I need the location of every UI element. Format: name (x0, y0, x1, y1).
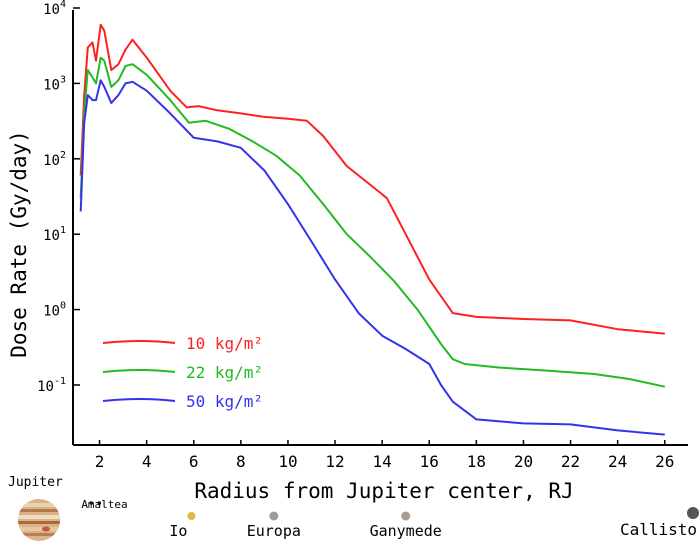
x-tick-label: 2 (95, 452, 105, 471)
moon-dot-europa (269, 511, 279, 521)
moon-dot-io (187, 512, 196, 520)
jupiter-image (18, 499, 60, 541)
x-tick-label: 20 (514, 452, 533, 471)
series-line-2 (79, 56, 666, 388)
moons-panel: Jupiter Amaltea Io Europa Ganymede Callisto (8, 475, 699, 541)
legend: 10 kg/m² 22 kg/m² 50 kg/m² (102, 334, 263, 411)
moon-label-europa: Europa (247, 522, 301, 540)
x-tick-label: 6 (189, 452, 199, 471)
x-tick-label: 12 (325, 452, 344, 471)
y-tick-label: 101 (43, 225, 66, 244)
axes (72, 10, 688, 446)
x-tick-label: 16 (420, 452, 439, 471)
moon-label-callisto: Callisto (620, 520, 697, 539)
x-tick-label: 18 (467, 452, 486, 471)
legend-swatch-3 (102, 398, 176, 402)
y-tick-label: 103 (43, 74, 66, 93)
x-axis-label: Radius from Jupiter center, RJ (194, 479, 573, 503)
series-lines (79, 23, 666, 436)
legend-label-3: 50 kg/m² (186, 392, 263, 411)
y-tick-label: 10-1 (37, 376, 66, 395)
moon-label-amaltea: Amaltea (81, 498, 127, 511)
moon-dot-amaltea (97, 501, 102, 505)
legend-label-2: 22 kg/m² (186, 363, 263, 382)
legend-swatch-2 (102, 369, 176, 373)
y-tick-label: 100 (43, 301, 66, 320)
y-axis-label: Dose Rate (Gy/day) (7, 130, 31, 358)
y-tick-label: 104 (43, 0, 66, 18)
series-line-1 (79, 23, 665, 335)
x-tick-label: 8 (236, 452, 246, 471)
x-tick-label: 10 (278, 452, 297, 471)
moon-label-io: Io (169, 522, 187, 540)
x-tick-label: 24 (608, 452, 627, 471)
moon-dot-amaltea (89, 501, 94, 505)
moon-dot-callisto (687, 507, 699, 519)
moon-dot-ganymede (401, 511, 411, 521)
series-line-3 (79, 79, 665, 436)
planet-label: Jupiter (8, 475, 63, 490)
legend-swatch-1 (102, 340, 176, 344)
x-tick-label: 4 (142, 452, 152, 471)
y-ticks: 104 103 102 101 100 10-1 (37, 0, 80, 395)
x-tick-label: 26 (655, 452, 674, 471)
legend-label-1: 10 kg/m² (186, 334, 263, 353)
x-tick-label: 14 (373, 452, 392, 471)
x-tick-label: 22 (561, 452, 580, 471)
y-tick-label: 102 (43, 150, 66, 169)
moon-label-ganymede: Ganymede (370, 522, 442, 540)
x-ticks: 2 4 6 8 10 12 14 16 18 20 22 24 26 (95, 440, 674, 471)
